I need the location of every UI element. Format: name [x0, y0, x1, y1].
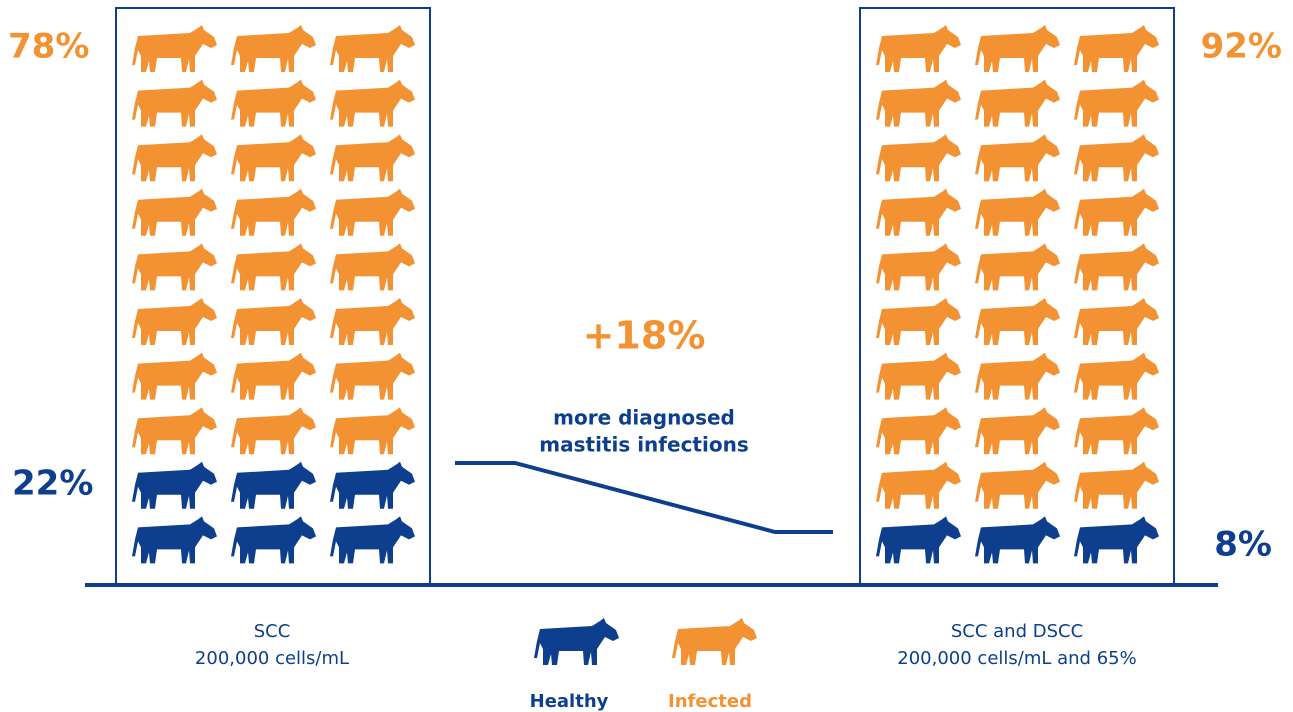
cow-icon — [132, 516, 217, 564]
cow-grid — [132, 25, 1159, 564]
cow-icon — [1074, 352, 1159, 400]
cow-icon — [876, 25, 961, 72]
panel-label: 200,000 cells/mL — [195, 648, 349, 669]
cow-icon — [132, 134, 217, 182]
cow-icon — [231, 352, 316, 400]
cow-icon — [1074, 461, 1159, 509]
panel-label: 200,000 cells/mL and 65% — [897, 648, 1136, 669]
cow-icon — [975, 352, 1060, 400]
cow-icon — [231, 516, 316, 564]
cow-icon — [975, 516, 1060, 564]
cow-icon — [975, 407, 1060, 455]
healthy-percent: 8% — [1214, 525, 1272, 565]
cow-icon — [1074, 516, 1159, 564]
cow-icon — [132, 298, 217, 345]
cow-icon — [1074, 134, 1159, 182]
cow-icon — [330, 188, 415, 236]
cow-icon — [876, 243, 961, 291]
cow-icon — [975, 461, 1060, 509]
cow-icon — [132, 188, 217, 236]
panel-label: SCC — [254, 621, 291, 642]
cow-icon — [330, 516, 415, 564]
cow-icon — [231, 188, 316, 236]
difference-text: more diagnosed — [553, 406, 735, 430]
cow-icon — [231, 25, 316, 72]
cow-icon — [876, 188, 961, 236]
cow-icon — [1074, 79, 1159, 127]
difference-text: mastitis infections — [539, 433, 748, 457]
difference-line — [455, 461, 833, 534]
panel-label: SCC and DSCC — [951, 621, 1083, 642]
cow-icon — [1074, 243, 1159, 291]
cow-icon — [330, 352, 415, 400]
cow-icon — [231, 243, 316, 291]
healthy-percent: 22% — [12, 464, 93, 504]
cow-icon — [876, 516, 961, 564]
cow-icon — [876, 461, 961, 509]
cow-icon — [132, 25, 217, 72]
cow-icon — [132, 461, 217, 509]
infected-percent: 78% — [8, 27, 89, 67]
cow-icon — [330, 25, 415, 72]
cow-icon — [330, 243, 415, 291]
infected-percent: 92% — [1201, 27, 1282, 67]
legend-icon — [672, 618, 757, 665]
cow-icon — [330, 298, 415, 345]
cow-icon — [1074, 188, 1159, 236]
cow-icon — [876, 298, 961, 345]
cow-icon — [231, 79, 316, 127]
cow-icon — [132, 243, 217, 291]
cow-icon — [876, 407, 961, 455]
legend-icon — [534, 618, 619, 665]
cow-icon — [876, 352, 961, 400]
cow-icon — [975, 298, 1060, 345]
cow-icon — [231, 134, 316, 182]
cow-icon — [975, 243, 1060, 291]
cow-icon — [231, 407, 316, 455]
cow-icon — [330, 461, 415, 509]
cow-icon — [1074, 298, 1159, 345]
cow-icon — [330, 134, 415, 182]
difference-value: +18% — [583, 314, 706, 358]
cow-icon — [975, 25, 1060, 72]
cow-icon — [132, 407, 217, 455]
cow-icon — [876, 134, 961, 182]
cow-icon — [1074, 25, 1159, 72]
legend-label: Infected — [668, 691, 752, 712]
cow-icon — [975, 79, 1060, 127]
cow-icon — [330, 407, 415, 455]
cow-icon — [231, 461, 316, 509]
cow-icon — [876, 79, 961, 127]
cow-icon — [975, 188, 1060, 236]
cow-icon — [1074, 407, 1159, 455]
cow-icon — [975, 134, 1060, 182]
cow-icon — [330, 79, 415, 127]
legend-label: Healthy — [530, 691, 609, 712]
cow-icon — [132, 79, 217, 127]
cow-icon — [132, 352, 217, 400]
cow-icon — [231, 298, 316, 345]
